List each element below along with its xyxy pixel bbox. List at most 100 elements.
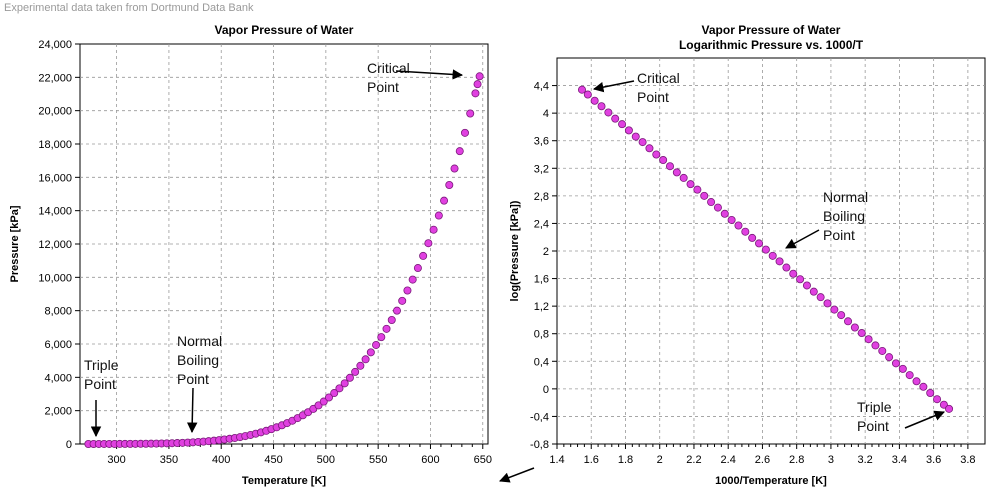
- chart2-data-point: [727, 215, 736, 224]
- chart1-annotation-label: Critical Point: [367, 60, 410, 95]
- chart1-data-point: [392, 306, 401, 315]
- chart1-y-tick-label: 14,000: [38, 206, 72, 218]
- chart2-data-point: [720, 209, 729, 218]
- chart2-data-point: [796, 275, 805, 284]
- chart2-x-tick-label: 1.8: [618, 454, 633, 466]
- chart1-data-point: [403, 286, 412, 295]
- chart2-data-point: [878, 346, 887, 355]
- chart1-y-tick-label: 4,000: [44, 372, 72, 384]
- chart1-data-point: [413, 264, 422, 273]
- chart1-y-tick-label: 20,000: [38, 106, 72, 118]
- chart1-data-point: [340, 379, 349, 388]
- chart1-data-point: [445, 180, 454, 189]
- chart1-data-point: [366, 348, 375, 357]
- stray-arrow: [499, 467, 535, 483]
- chart2-y-tick-label: 0: [543, 384, 549, 396]
- chart2-data-point: [679, 173, 688, 182]
- chart2-y-tick-label: 4,4: [534, 81, 549, 93]
- chart1-data-point: [429, 225, 438, 234]
- chart2-x-tick-label: 3.6: [926, 454, 941, 466]
- chart1-y-tick-label: 2,000: [44, 406, 72, 418]
- chart1-x-tick-label: 350: [160, 454, 178, 466]
- chart2-data-point: [926, 388, 935, 397]
- chart2-x-tick-label: 2.4: [721, 454, 736, 466]
- chart2-y-tick-label: 1,2: [534, 301, 549, 313]
- chart2-x-tick-label: 1.4: [549, 454, 564, 466]
- chart1-data-point: [466, 109, 475, 118]
- chart2-x-tick-label: 2: [657, 454, 663, 466]
- chart2-data-point: [611, 114, 620, 123]
- chart2-data-point: [871, 341, 880, 350]
- chart2-data-point: [844, 317, 853, 326]
- chart2-subtitle: Logarithmic Pressure vs. 1000/T: [679, 38, 864, 52]
- chart1-data-point: [387, 315, 396, 324]
- chart1-y-axis-label: Pressure [kPa]: [9, 205, 21, 282]
- chart1-y-tick-label: 24,000: [38, 39, 72, 51]
- chart2-y-tick-label: 2,8: [534, 191, 549, 203]
- chart2-y-tick-label: -0,4: [530, 411, 549, 423]
- chart2-data-point: [734, 221, 743, 230]
- chart2-y-axis-label: log(Pressure [kPa]): [509, 200, 521, 301]
- chart2-data-point: [659, 156, 668, 165]
- chart2-x-axis-label: 1000/Temperature [K]: [715, 475, 827, 487]
- chart2-data-point: [823, 299, 832, 308]
- chart1-data-point: [471, 89, 480, 98]
- chart2-data-point: [898, 364, 907, 373]
- chart1-data-point: [335, 384, 344, 393]
- chart2-y-tick-label: -0,8: [530, 439, 549, 451]
- chart2-data-point: [686, 180, 695, 189]
- chart1-data-point: [372, 340, 381, 349]
- chart1-x-tick-label: 300: [107, 454, 125, 466]
- chart2-data-point: [891, 359, 900, 368]
- chart2-data-point: [597, 102, 606, 111]
- chart2-x-tick-label: 3.8: [960, 454, 975, 466]
- chart1-x-tick-label: 500: [317, 454, 335, 466]
- data-source-caption: Experimental data taken from Dortmund Da…: [4, 2, 254, 14]
- chart2-data-point: [830, 305, 839, 314]
- chart2-title: Vapor Pressure of Water: [702, 23, 841, 37]
- chart2-y-tick-label: 3,2: [534, 163, 549, 175]
- chart1-x-tick-label: 400: [212, 454, 230, 466]
- chart1-data-point: [408, 275, 417, 284]
- chart2-annotation-arrow: [904, 410, 945, 429]
- chart2-data-point: [912, 377, 921, 386]
- chart1-data-point: [382, 324, 391, 333]
- chart2-data-point: [700, 191, 709, 200]
- chart2-data-point: [919, 382, 928, 391]
- chart2-data-point: [782, 263, 791, 272]
- chart1-data-point: [450, 164, 459, 173]
- chart1-data-point: [440, 196, 449, 205]
- chart1-y-tick-label: 16,000: [38, 172, 72, 184]
- chart2-annotation-label: Normal Boiling Point: [823, 189, 868, 243]
- chart2-data-point: [693, 185, 702, 194]
- chart1-x-tick-label: 600: [421, 454, 439, 466]
- chart2-data-point: [645, 144, 654, 153]
- chart2-data-point: [885, 353, 894, 362]
- chart2-x-tick-label: 3.2: [858, 454, 873, 466]
- chart1-data-point: [473, 80, 482, 89]
- chart1-y-tick-label: 18,000: [38, 139, 72, 151]
- chart2-data-point: [590, 96, 599, 105]
- chart2-x-tick-label: 1.6: [584, 454, 599, 466]
- chart1-title: Vapor Pressure of Water: [215, 23, 354, 37]
- chart2-data-point: [583, 90, 592, 99]
- chart1-data-point: [460, 128, 469, 137]
- chart1-data-point: [398, 296, 407, 305]
- chart2-data-point: [857, 329, 866, 338]
- chart1-x-tick-label: 450: [264, 454, 282, 466]
- chart2-data-point: [604, 108, 613, 117]
- chart2-data-point: [939, 400, 948, 409]
- chart2-data-point: [631, 132, 640, 141]
- chart1-y-tick-label: 6,000: [44, 339, 72, 351]
- chart2-data-point: [850, 323, 859, 332]
- chart1-data-point: [351, 367, 360, 376]
- chart2-data-point: [707, 198, 716, 207]
- chart1-y-tick-label: 10,000: [38, 272, 72, 284]
- chart1-data-point: [475, 72, 484, 81]
- chart2-annotation-arrow: [592, 80, 635, 93]
- chart1-y-tick-label: 22,000: [38, 72, 72, 84]
- chart2-x-tick-label: 3.4: [892, 454, 907, 466]
- chart1-x-axis-label: Temperature [K]: [242, 475, 326, 487]
- chart2-data-point: [768, 251, 777, 260]
